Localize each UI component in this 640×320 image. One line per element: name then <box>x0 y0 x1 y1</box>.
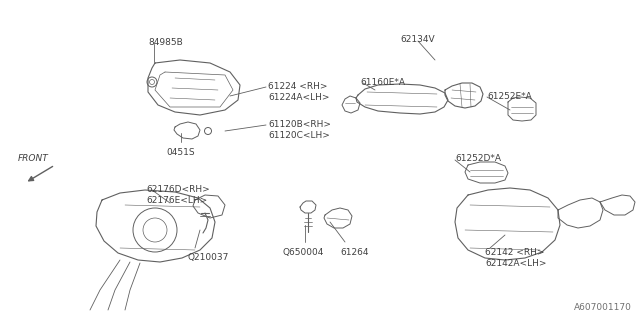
Text: 62142A<LH>: 62142A<LH> <box>485 259 547 268</box>
Text: 62176E<LH>: 62176E<LH> <box>146 196 207 205</box>
Text: Q650004: Q650004 <box>282 248 324 257</box>
Text: 61224A<LH>: 61224A<LH> <box>268 93 330 102</box>
Text: 84985B: 84985B <box>148 38 183 47</box>
Text: 62176D<RH>: 62176D<RH> <box>146 185 210 194</box>
Text: 62142 <RH>: 62142 <RH> <box>485 248 545 257</box>
Text: A607001170: A607001170 <box>574 303 632 312</box>
Text: 61252D*A: 61252D*A <box>455 154 501 163</box>
Text: 61264: 61264 <box>340 248 369 257</box>
Text: Q210037: Q210037 <box>188 253 229 262</box>
Text: 61120B<RH>: 61120B<RH> <box>268 120 331 129</box>
Text: 0451S: 0451S <box>166 148 195 157</box>
Text: 62134V: 62134V <box>401 35 435 44</box>
Text: FRONT: FRONT <box>17 154 48 163</box>
Text: 61120C<LH>: 61120C<LH> <box>268 131 330 140</box>
Text: 61224 <RH>: 61224 <RH> <box>268 82 328 91</box>
Text: 61160E*A: 61160E*A <box>360 78 405 87</box>
Text: 61252E*A: 61252E*A <box>487 92 532 101</box>
